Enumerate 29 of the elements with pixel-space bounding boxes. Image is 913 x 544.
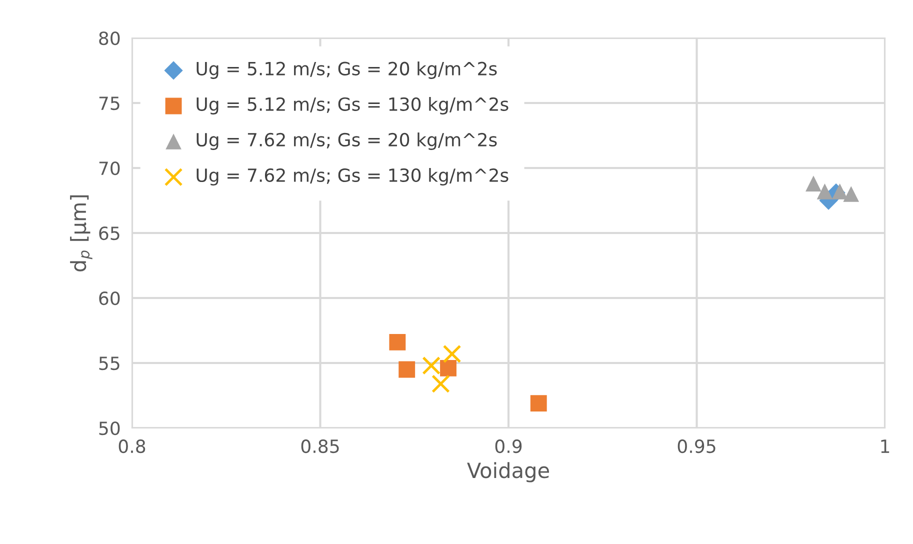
y-tick-label: 70 xyxy=(99,161,120,176)
x-tick-label: 0.8 xyxy=(118,439,146,454)
point xyxy=(832,183,848,200)
y-tick-label: 50 xyxy=(99,421,120,436)
y-tick-label: 80 xyxy=(99,31,120,46)
legend-label: Ug = 5.12 m/s; Gs = 130 kg/m^2s xyxy=(196,97,508,114)
x-axis-title: Voidage xyxy=(467,462,549,482)
point xyxy=(432,374,450,393)
point xyxy=(440,360,456,376)
y-tick-label: 75 xyxy=(99,96,120,110)
point xyxy=(389,334,406,350)
y-tick-label: 60 xyxy=(99,291,120,306)
x-tick-label: 0.95 xyxy=(678,439,716,454)
x-tick-label: 0.85 xyxy=(301,439,339,454)
point xyxy=(398,361,416,378)
x-tick-label: 1 xyxy=(881,440,890,453)
point xyxy=(530,395,547,412)
y-tick-label: 55 xyxy=(99,356,120,370)
y-tick-label: 65 xyxy=(99,226,120,240)
point xyxy=(843,186,860,202)
legend-label: Ug = 7.62 m/s; Gs = 130 kg/m^2s xyxy=(196,168,508,186)
point xyxy=(806,176,822,192)
legend-label: Ug = 7.62 m/s; Gs = 20 kg/m^2s xyxy=(196,132,497,150)
point xyxy=(442,344,462,364)
y-axis-title: d$_{p}$ [µm] xyxy=(70,195,92,272)
legend-label: Ug = 5.12 m/s; Gs = 20 kg/m^2s xyxy=(196,61,497,79)
point xyxy=(816,183,833,200)
x-tick-label: 0.9 xyxy=(495,439,522,454)
point xyxy=(422,356,440,375)
